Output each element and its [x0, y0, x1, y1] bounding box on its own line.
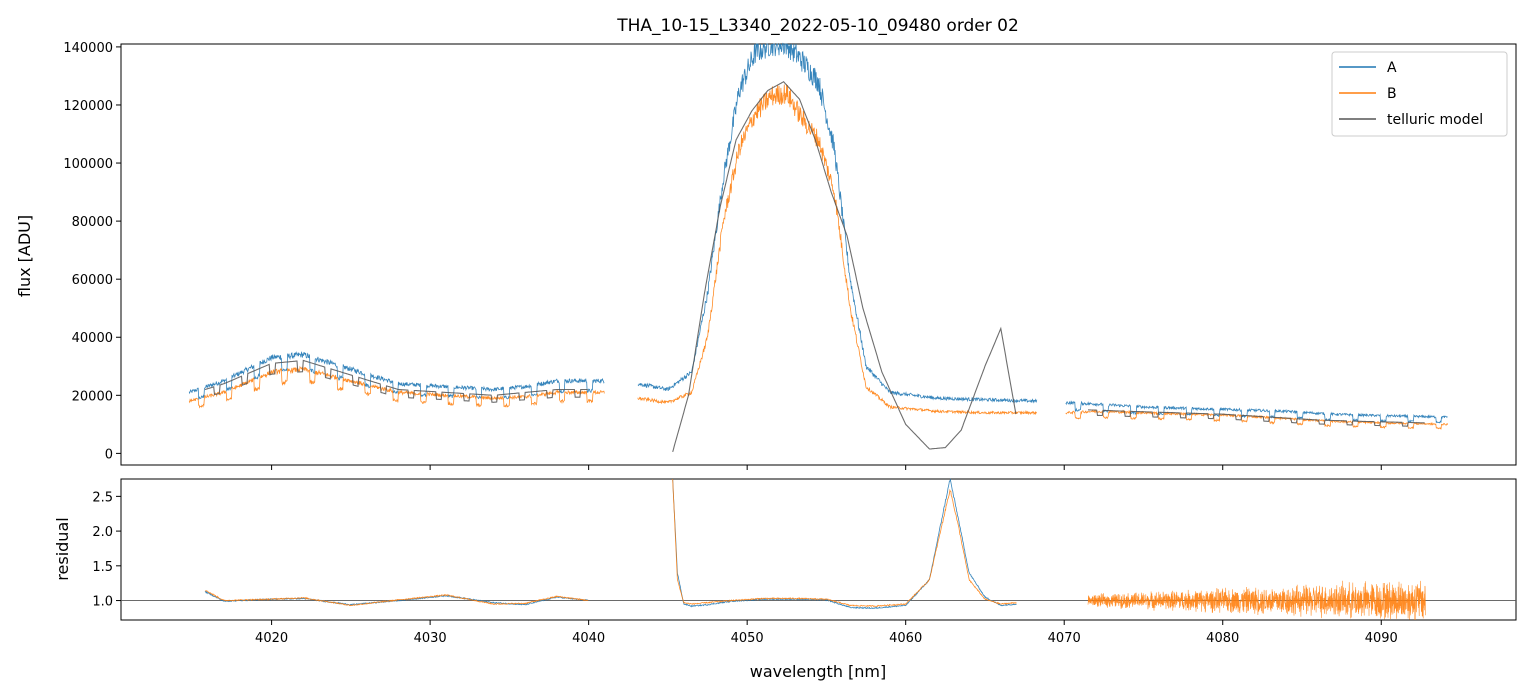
- bottom-y-tick-label: 2.0: [92, 525, 113, 540]
- top-y-tick-label: 60000: [72, 273, 113, 288]
- bottom-y-ticks: 1.0 1.5 2.0 2.5: [92, 490, 121, 610]
- top-x-ticks: [271, 465, 1382, 470]
- bottom-x-tick-label: 4090: [1365, 631, 1398, 646]
- top-series-telluric-model-segment-2: [1087, 409, 1425, 427]
- bottom-series-b-segment-0: [204, 590, 589, 607]
- bottom-x-tick-label: 4030: [414, 631, 447, 646]
- top-series-telluric-model-segment-0: [204, 359, 588, 403]
- top-series-a-segment-0: [188, 351, 605, 400]
- top-y-tick-label: 40000: [72, 331, 113, 346]
- top-series-b-segment-2: [1065, 409, 1449, 430]
- bottom-x-tick-label: 4060: [889, 631, 922, 646]
- bottom-y-axis-label: residual: [53, 517, 72, 580]
- x-axis-label: wavelength [nm]: [750, 662, 887, 681]
- legend-label-telluric: telluric model: [1387, 112, 1483, 128]
- bottom-series-a-segment-0: [204, 590, 589, 606]
- top-series-b-segment-1: [637, 84, 1037, 416]
- top-series-telluric-model-segment-1: [672, 80, 1017, 453]
- top-y-tick-label: 80000: [72, 215, 113, 230]
- top-y-tick-label: 100000: [63, 157, 113, 172]
- bottom-x-tick-label: 4080: [1206, 631, 1239, 646]
- top-y-tick-label: 140000: [63, 41, 113, 56]
- bottom-series-a-segment-1: [672, 478, 1017, 610]
- bottom-series-b-segment-1: [672, 478, 1017, 608]
- top-series-a-segment-1: [637, 42, 1038, 404]
- top-plot-frame: [120, 43, 1517, 466]
- bottom-series-lines: [121, 478, 1516, 621]
- bottom-y-tick-label: 2.5: [92, 490, 113, 505]
- top-y-ticks: 0 20000 40000 60000 80000 100000 120000 140000: [63, 41, 121, 462]
- bottom-x-tick-label: 4020: [255, 631, 288, 646]
- bottom-residual-panel: 1.0 1.5 2.0 2.5 4020 4030 4040 4050 4060 4070 408…: [92, 478, 1517, 646]
- legend-box: [1331, 51, 1508, 137]
- bottom-series-b-noise-segment: [1087, 580, 1426, 621]
- legend: A B telluric model: [1331, 51, 1508, 137]
- bottom-y-tick-label: 1.0: [92, 595, 113, 610]
- legend-label-b: B: [1387, 86, 1397, 102]
- bottom-y-tick-label: 1.5: [92, 560, 113, 575]
- bottom-x-ticks: 4020 4030 4040 4050 4060 4070 4080 4090: [255, 620, 1398, 646]
- bottom-x-tick-label: 4070: [1048, 631, 1081, 646]
- legend-label-a: A: [1387, 60, 1397, 76]
- top-flux-panel: 020000400006000080000100000120000140000 …: [63, 41, 1517, 470]
- top-y-tick-label: 20000: [72, 389, 113, 404]
- top-y-axis-label: flux [ADU]: [15, 215, 34, 297]
- bottom-x-tick-label: 4040: [572, 631, 605, 646]
- top-series-lines: [188, 42, 1449, 453]
- top-series-b-segment-0: [188, 365, 605, 409]
- bottom-plot-frame: [120, 478, 1517, 621]
- bottom-x-tick-label: 4050: [731, 631, 764, 646]
- top-y-tick-label: 0: [105, 447, 113, 462]
- top-y-tick-label: 120000: [63, 99, 113, 114]
- chart-title: THA_10-15_L3340_2022-05-10_09480 order 0…: [616, 16, 1019, 36]
